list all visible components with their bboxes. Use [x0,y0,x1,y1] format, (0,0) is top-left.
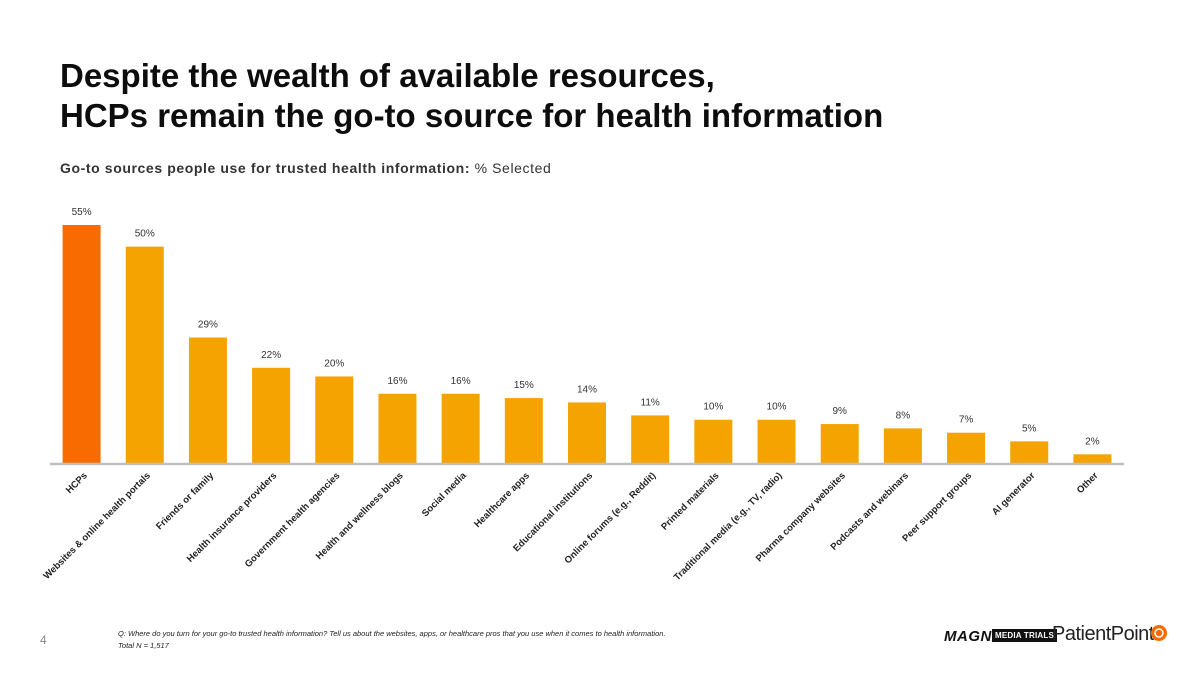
media-trials-logo: MEDIA TRIALS [992,629,1057,642]
bar-14 [883,428,922,463]
bar-8 [504,398,543,463]
data-label-6: 16% [387,376,407,387]
data-label-14: 8% [896,410,911,421]
bar-5 [315,376,354,463]
category-label-17: Other [1075,470,1101,496]
bar-3 [188,337,227,463]
title-line-1: Despite the wealth of available resource… [60,57,715,94]
data-label-2: 50% [135,229,155,240]
footnote-question: Q: Where do you turn for your go-to trus… [118,629,666,638]
bar-11 [694,419,733,463]
category-label-11: Printed materials [659,470,721,532]
data-label-7: 16% [451,376,471,387]
bar-12 [757,419,796,463]
subtitle-bold: Go-to sources people use for trusted hea… [60,160,471,176]
title-line-2: HCPs remain the go-to source for health … [60,97,884,134]
bar-15 [947,432,986,463]
category-label-1: HCPs [64,470,90,496]
category-label-3: Friends or family [154,470,216,532]
data-label-4: 22% [261,350,281,361]
data-label-17: 2% [1085,436,1100,447]
bar-chart: 55% HCPs 50% Websites & online health porta… [41,207,1124,583]
data-label-11: 10% [703,402,723,413]
page-title: Despite the wealth of available resource… [60,56,883,136]
category-label-15: Peer support groups [900,470,974,544]
data-label-1: 55% [72,207,92,218]
category-label-8: Healthcare apps [472,470,532,530]
patientpoint-logo: PatientPoint [1052,623,1154,645]
bar-17 [1073,454,1112,463]
data-label-10: 11% [641,397,660,408]
bar-1 [62,225,101,463]
category-label-7: Social media [420,470,469,519]
data-label-15: 7% [959,415,974,426]
bar-10 [631,415,670,463]
data-label-8: 15% [514,380,534,391]
bar-2 [125,246,164,463]
category-label-16: AI generator [990,470,1038,518]
category-label-12: Traditional media (e.g., TV, radio) [672,470,785,583]
bar-4 [252,367,291,463]
subtitle-rest: % Selected [474,160,552,176]
bar-13 [820,424,859,463]
bar-6 [378,393,417,463]
magna-logo: MAGNA [944,628,1004,645]
bar-9 [568,402,606,463]
page-number: 4 [40,633,47,647]
footnote: Q: Where do you turn for your go-to trus… [118,628,666,652]
data-label-12: 10% [767,402,787,413]
data-label-3: 29% [198,320,218,331]
data-label-5: 20% [324,358,344,369]
bar-16 [1010,441,1049,463]
data-label-16: 5% [1022,423,1037,434]
bar-7 [441,393,480,463]
category-label-2: Websites & online health portals [41,470,152,581]
footnote-sample-size: Total N = 1,517 [118,641,169,650]
data-label-9: 14% [577,384,597,395]
chart-subtitle: Go-to sources people use for trusted hea… [60,160,551,176]
patientpoint-logo-icon [1151,625,1167,641]
data-label-13: 9% [832,406,847,417]
